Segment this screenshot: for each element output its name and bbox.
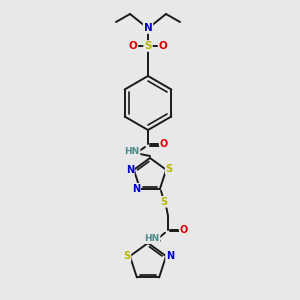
Text: N: N <box>166 251 174 261</box>
Text: N: N <box>126 165 134 175</box>
Text: O: O <box>180 225 188 235</box>
Text: HN: HN <box>124 148 140 157</box>
Text: S: S <box>166 164 173 174</box>
Text: N: N <box>144 23 152 33</box>
Text: HN: HN <box>144 234 160 243</box>
Text: O: O <box>160 139 168 149</box>
Text: O: O <box>159 41 167 51</box>
Text: O: O <box>129 41 137 51</box>
Text: N: N <box>132 184 140 194</box>
Text: S: S <box>160 197 168 207</box>
Text: S: S <box>123 251 130 261</box>
Text: S: S <box>144 41 152 51</box>
